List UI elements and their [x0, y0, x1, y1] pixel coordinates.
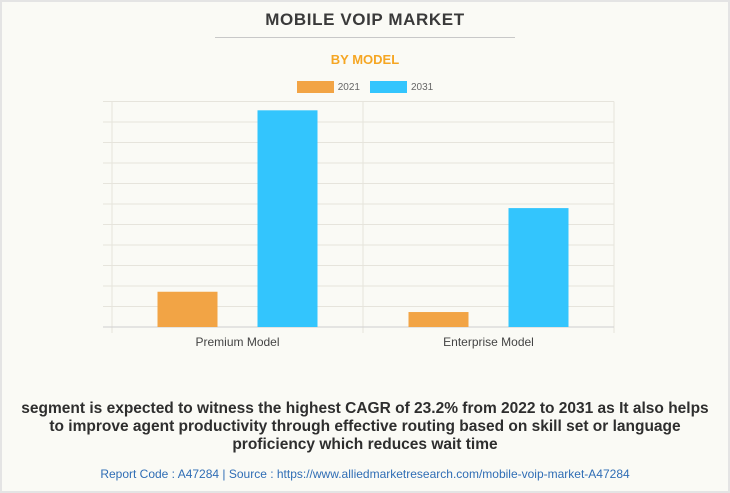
bar-2031-enterprise-model [508, 208, 569, 327]
legend-item-2031[interactable]: 2031 [370, 81, 433, 93]
bars [157, 110, 569, 327]
bar-2021-premium-model [157, 291, 218, 327]
bar-2031-premium-model [257, 110, 318, 327]
bar-2021-enterprise-model [408, 312, 469, 327]
chart-title: MOBILE VOIP MARKET [265, 10, 465, 29]
chart-legend: 2021 2031 [0, 80, 730, 94]
x-tick-label: Enterprise Model [443, 335, 534, 349]
legend-label-2021: 2021 [337, 81, 360, 93]
legend-label-2031: 2031 [411, 81, 434, 93]
x-axis-labels: Premium Model Enterprise Model [195, 335, 533, 349]
chart-caption: segment is expected to witness the highe… [21, 400, 709, 453]
chart-subtitle: BY MODEL [330, 52, 400, 67]
legend-swatch-2031 [370, 81, 407, 93]
legend-swatch-2021 [296, 81, 334, 93]
legend-item-2021[interactable]: 2021 [296, 81, 360, 93]
title-divider [215, 37, 515, 38]
source-footer[interactable]: Report Code : A47284 | Source : https://… [100, 467, 630, 481]
x-tick-label: Premium Model [195, 335, 279, 349]
